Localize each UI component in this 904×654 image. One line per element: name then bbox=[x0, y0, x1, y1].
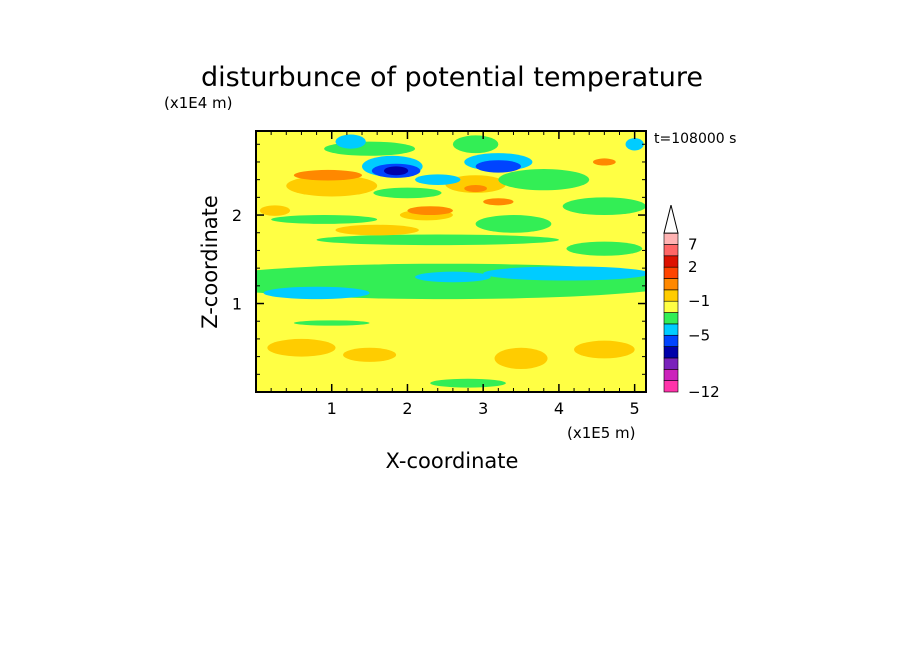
contour-region bbox=[343, 347, 397, 362]
colorbar-segment bbox=[663, 368, 679, 381]
colorbar: 7 2 −1 −5 −12 bbox=[663, 204, 720, 401]
x-tick-label: 4 bbox=[554, 399, 564, 418]
y-scale-label: (x1E4 m) bbox=[164, 94, 233, 112]
colorbar-segment bbox=[663, 255, 679, 268]
colorbar-extend-arrow bbox=[663, 204, 679, 234]
x-axis: 1 2 3 4 5 bbox=[270, 131, 640, 418]
colorbar-segment bbox=[663, 278, 679, 291]
contour-region bbox=[407, 206, 453, 216]
contour-region bbox=[335, 224, 419, 236]
colorbar-segment bbox=[663, 312, 679, 325]
contour-region bbox=[271, 215, 378, 224]
contour-region bbox=[483, 266, 646, 281]
x-tick-label: 5 bbox=[630, 399, 640, 418]
colorbar-segment bbox=[663, 289, 679, 302]
colorbar-segment bbox=[663, 357, 679, 370]
contour-region bbox=[566, 241, 643, 256]
contour-region bbox=[625, 138, 644, 151]
colorbar-tick-label: 2 bbox=[688, 258, 698, 276]
contour-region bbox=[430, 378, 506, 388]
contour-region bbox=[415, 271, 491, 283]
colorbar-tick-label: −5 bbox=[688, 326, 710, 344]
colorbar-segment bbox=[663, 323, 679, 336]
colorbar-segment bbox=[663, 380, 679, 393]
time-label: t=108000 s bbox=[654, 131, 736, 147]
colorbar-segment bbox=[663, 346, 679, 359]
x-axis-label: X-coordinate bbox=[386, 449, 519, 473]
plot-frame bbox=[255, 130, 647, 393]
chart-title: disturbunce of potential temperature bbox=[201, 62, 703, 93]
contour-region bbox=[498, 169, 590, 191]
y-axis: 12 bbox=[232, 143, 646, 375]
contour-region bbox=[475, 215, 552, 233]
x-scale-label: (x1E5 m) bbox=[567, 424, 636, 442]
contour-region bbox=[475, 160, 522, 173]
colorbar-segment bbox=[663, 232, 679, 245]
contour-region bbox=[592, 158, 616, 166]
x-tick-label: 3 bbox=[478, 399, 488, 418]
x-tick-label: 1 bbox=[327, 399, 337, 418]
contour-region bbox=[445, 175, 506, 193]
x-tick-label: 2 bbox=[402, 399, 412, 418]
contour-region bbox=[335, 134, 366, 149]
contour-region bbox=[373, 187, 442, 199]
contour-region bbox=[293, 320, 370, 326]
contour-region bbox=[464, 184, 487, 193]
colorbar-tick-label: 7 bbox=[688, 235, 698, 253]
contour-region bbox=[562, 197, 646, 216]
contour-region bbox=[452, 135, 499, 154]
contour-region bbox=[383, 166, 409, 176]
colorbar-segment bbox=[663, 300, 679, 313]
contour-region bbox=[574, 340, 635, 359]
y-tick-label: 2 bbox=[232, 206, 242, 225]
colorbar-segment bbox=[663, 244, 679, 257]
contour-region bbox=[286, 175, 378, 197]
contour-region bbox=[259, 205, 291, 216]
contour-region bbox=[316, 234, 559, 246]
colorbar-segment bbox=[663, 266, 679, 279]
contour-region bbox=[494, 347, 548, 369]
y-axis-label: Z-coordinate bbox=[198, 195, 222, 329]
y-tick-label: 1 bbox=[232, 295, 242, 314]
contour-region bbox=[483, 198, 514, 206]
colorbar-segment bbox=[663, 334, 679, 347]
colorbar-tick-label: −1 bbox=[688, 292, 710, 310]
contour-field bbox=[256, 131, 646, 392]
contour-region bbox=[415, 174, 461, 185]
colorbar-tick-label: −12 bbox=[688, 383, 720, 401]
contour-region bbox=[293, 169, 363, 181]
contour-region bbox=[263, 286, 370, 300]
contour-region bbox=[267, 338, 336, 357]
